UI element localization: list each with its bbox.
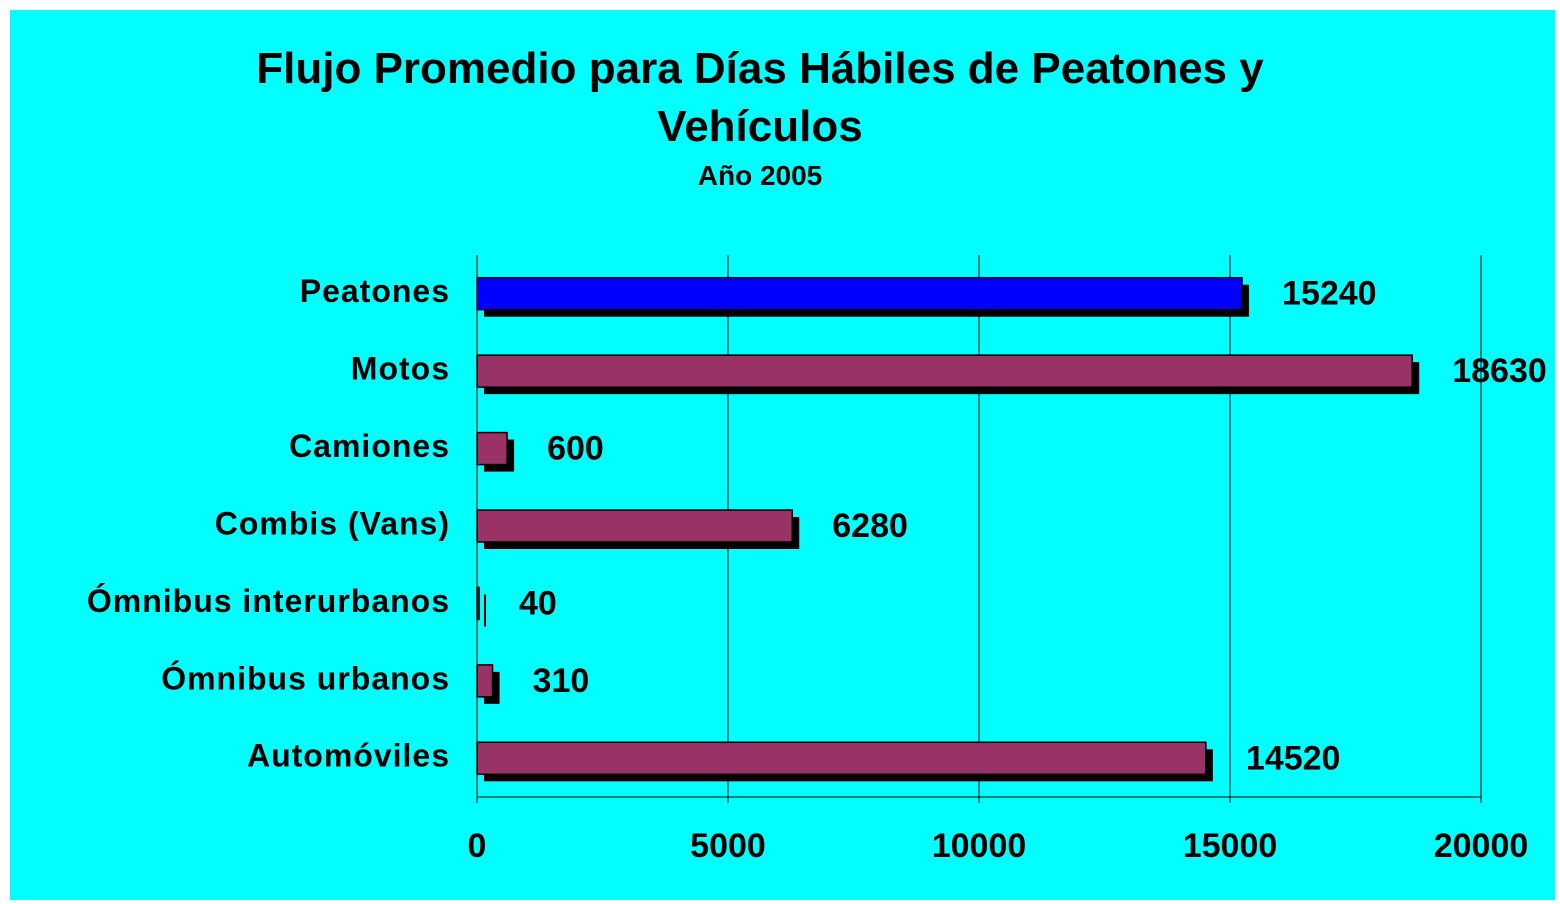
value-label: 40 xyxy=(519,584,557,622)
y-tick-label: Automóviles xyxy=(247,738,450,774)
bar-shadow xyxy=(484,594,487,627)
y-tick-label: Ómnibus urbanos xyxy=(161,660,450,696)
value-label: 600 xyxy=(547,430,604,468)
x-tick-label: 10000 xyxy=(932,827,1027,865)
bar xyxy=(476,586,480,621)
y-tick-label: Ómnibus interurbanos xyxy=(87,583,450,619)
bar xyxy=(476,509,794,543)
x-tick-label: 0 xyxy=(468,827,487,865)
value-label: 18630 xyxy=(1452,352,1547,390)
value-label: 15240 xyxy=(1282,275,1377,313)
bar xyxy=(476,276,1243,311)
y-tick-label: Combis (Vans) xyxy=(215,505,450,541)
x-tick-label: 15000 xyxy=(1183,827,1278,865)
x-tick-label: 5000 xyxy=(690,827,766,865)
x-tick-label: 20000 xyxy=(1434,827,1529,865)
y-tick-label: Motos xyxy=(351,351,450,387)
chart-subtitle: Año 2005 xyxy=(697,160,823,191)
value-label: 6280 xyxy=(832,507,908,545)
chart-title: Flujo Promedio para Días Hábiles de Peat… xyxy=(256,44,1264,151)
bar xyxy=(476,741,1207,776)
value-label: 310 xyxy=(533,662,590,700)
bar xyxy=(476,664,494,698)
bar xyxy=(476,431,508,466)
y-tick-label: Peatones xyxy=(300,273,450,309)
y-tick-label: Camiones xyxy=(289,428,450,464)
bar xyxy=(476,354,1413,388)
value-label: 14520 xyxy=(1246,739,1341,777)
